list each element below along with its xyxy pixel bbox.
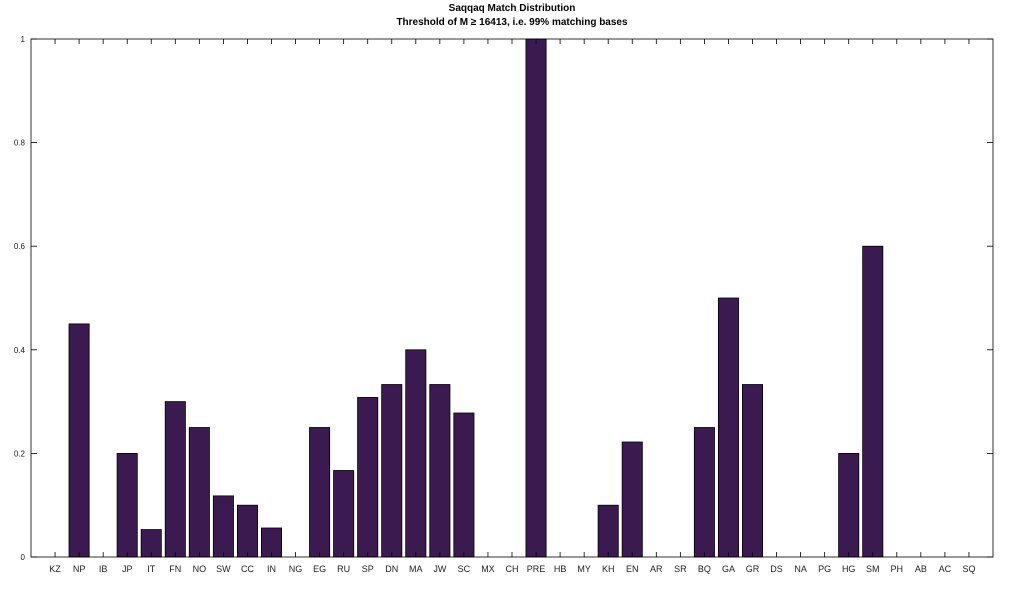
bar-sm	[862, 245, 884, 558]
bar-dn	[381, 384, 403, 558]
bar-ru	[333, 470, 355, 558]
x-tick-label: AC	[939, 564, 952, 574]
bar-ga	[717, 297, 739, 558]
x-tick-label: IT	[147, 564, 156, 574]
x-tick-label: PG	[818, 564, 831, 574]
bar-jp	[116, 452, 138, 558]
y-tick-label: 0.6	[14, 242, 26, 251]
x-tick-label: SP	[362, 564, 374, 574]
x-tick-label: NO	[193, 564, 207, 574]
bar-jw	[429, 384, 451, 558]
bar-fn	[164, 401, 186, 558]
x-tick-label: EG	[313, 564, 326, 574]
bar-no	[188, 427, 210, 558]
axes-layer: KZ NP IB JP IT FN NO SW CC IN NG EG RU SP DN MA JW SC MX CH…	[14, 35, 994, 574]
x-tick-label: AB	[915, 564, 927, 574]
x-tick-label: DN	[385, 564, 398, 574]
bar-bq	[693, 427, 715, 558]
x-tick-label: NP	[73, 564, 86, 574]
bar-hg	[838, 452, 860, 558]
x-tick-label: IN	[267, 564, 276, 574]
y-tick-label: 0.4	[14, 346, 26, 355]
x-tick-label: FN	[169, 564, 181, 574]
x-tick-label: IB	[99, 564, 108, 574]
x-tick-label: SM	[866, 564, 880, 574]
bar-cc	[236, 504, 258, 558]
y-tick-label: 0.2	[14, 449, 26, 458]
x-tick-label: SC	[458, 564, 471, 574]
x-tick-label: DS	[770, 564, 783, 574]
x-tick-label: BQ	[698, 564, 711, 574]
x-tick-label: SW	[216, 564, 231, 574]
x-tick-label: NA	[794, 564, 807, 574]
bars-layer	[68, 38, 884, 558]
y-tick-label: 0	[21, 553, 26, 562]
x-tick-label: GA	[722, 564, 735, 574]
x-tick-label: HB	[554, 564, 567, 574]
y-tick-label: 0.8	[14, 139, 26, 148]
x-tick-label: MX	[481, 564, 495, 574]
x-tick-label: RU	[337, 564, 350, 574]
x-tick-label: NG	[289, 564, 303, 574]
x-tick-label: CC	[241, 564, 254, 574]
x-tick-label: AR	[650, 564, 663, 574]
x-tick-label: MY	[577, 564, 591, 574]
bar-np	[68, 323, 90, 558]
bar-ma	[405, 349, 427, 558]
bar-pre	[525, 38, 547, 558]
bar-sc	[453, 412, 475, 558]
x-tick-label: KH	[602, 564, 615, 574]
x-tick-label: EN	[626, 564, 639, 574]
bar-kh	[597, 504, 619, 558]
bar-en	[621, 441, 643, 558]
x-tick-label: HG	[842, 564, 856, 574]
x-tick-label: SQ	[962, 564, 975, 574]
x-tick-label: PRE	[527, 564, 546, 574]
chart-subtitle: Threshold of M ≥ 16413, i.e. 99% matchin…	[396, 17, 628, 28]
bar-gr	[742, 384, 764, 558]
x-tick-label: JP	[122, 564, 133, 574]
x-tick-label: KZ	[49, 564, 61, 574]
x-tick-label: GR	[746, 564, 760, 574]
bar-sw	[212, 495, 234, 558]
chart-title: Saqqaq Match Distribution	[448, 3, 576, 14]
x-tick-label: JW	[433, 564, 447, 574]
x-tick-label: SR	[674, 564, 687, 574]
x-tick-label: MA	[409, 564, 423, 574]
x-tick-label: CH	[506, 564, 519, 574]
y-tick-label: 1	[21, 35, 26, 44]
bar-eg	[309, 427, 331, 558]
x-tick-label: PH	[891, 564, 904, 574]
bar-sp	[357, 397, 379, 558]
